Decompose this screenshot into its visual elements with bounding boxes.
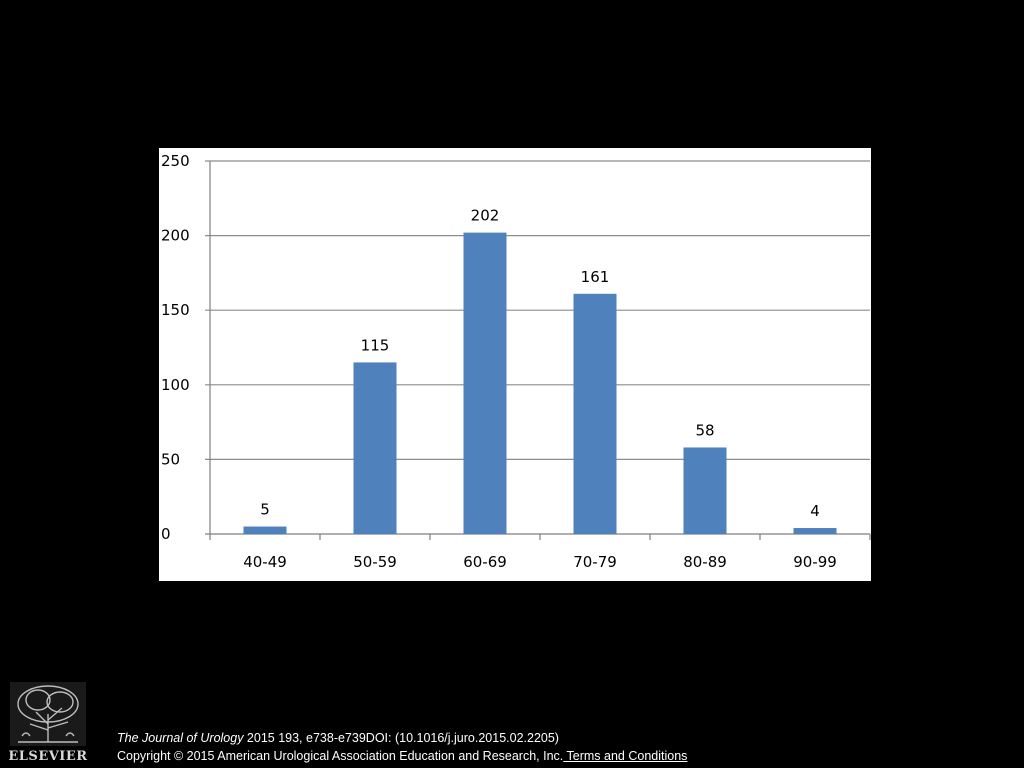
- citation-block: The Journal of Urology 2015 193, e738-e7…: [117, 729, 687, 765]
- bar-layer: [243, 232, 837, 534]
- bar-chart: 0 50 100 150 200 250 40-49 5 50-59 115 60-69 202 70…: [161, 152, 871, 571]
- data-label: 4: [810, 502, 820, 520]
- bar: [793, 528, 837, 534]
- bar: [243, 526, 287, 534]
- y-tick-label: 150: [161, 301, 190, 319]
- bar: [353, 362, 397, 534]
- x-tick-label: 70-79: [573, 553, 617, 571]
- elsevier-logo: ELSEVIER: [8, 682, 87, 764]
- y-tick-label: 200: [161, 227, 190, 245]
- axis-layer: 0 50 100 150 200 250: [161, 152, 871, 543]
- logo-wordmark: ELSEVIER: [8, 749, 87, 764]
- x-tick-label: 90-99: [793, 553, 837, 571]
- label-layer: 40-49 5 50-59 115 60-69 202 70-79 161 80-89 58 90-…: [243, 207, 837, 571]
- logo-tree-icon: [17, 685, 79, 743]
- x-tick-label: 50-59: [353, 553, 397, 571]
- copyright-line: Copyright © 2015 American Urological Ass…: [117, 747, 687, 765]
- x-tick-label: 80-89: [683, 553, 727, 571]
- bar: [683, 447, 727, 534]
- data-label: 202: [471, 207, 500, 225]
- journal-name: The Journal of Urology: [117, 731, 244, 745]
- data-label: 5: [260, 501, 270, 519]
- y-tick-label: 100: [161, 376, 190, 394]
- bar: [463, 232, 507, 534]
- y-tick-label: 250: [161, 152, 190, 170]
- x-tick-label: 40-49: [243, 553, 287, 571]
- terms-and-conditions-link[interactable]: Terms and Conditions: [563, 749, 688, 763]
- grid-layer: [205, 160, 870, 460]
- citation-details: 2015 193, e738-e739DOI: (10.1016/j.juro.…: [243, 731, 559, 745]
- x-tick-label: 60-69: [463, 553, 507, 571]
- citation-line: The Journal of Urology 2015 193, e738-e7…: [117, 729, 687, 747]
- chart-panel: 0 50 100 150 200 250 40-49 5 50-59 115 60-69 202 70…: [159, 148, 871, 581]
- y-tick-label: 0: [161, 525, 171, 543]
- bar: [573, 293, 617, 534]
- y-tick-label: 50: [161, 450, 180, 468]
- data-label: 58: [695, 421, 714, 439]
- data-label: 161: [581, 268, 610, 286]
- copyright-text: Copyright © 2015 American Urological Ass…: [117, 749, 564, 763]
- data-label: 115: [361, 336, 390, 354]
